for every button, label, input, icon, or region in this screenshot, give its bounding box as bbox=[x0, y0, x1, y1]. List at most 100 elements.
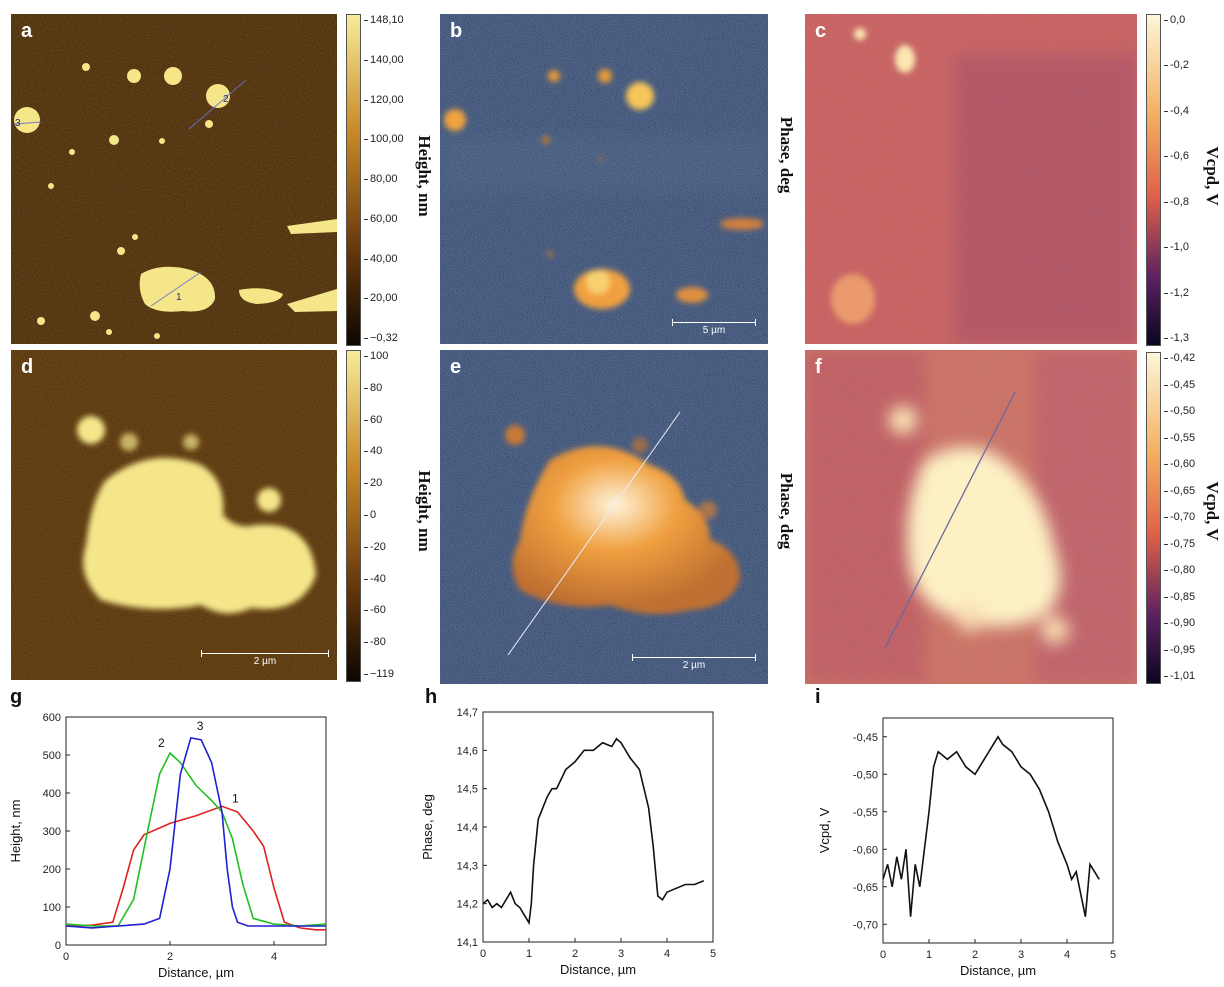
panel-letter-a: a bbox=[21, 20, 33, 42]
series-line-0 bbox=[482, 737, 705, 926]
y-tick-label: 300 bbox=[43, 826, 61, 838]
height-colorbar-bottom bbox=[346, 350, 361, 682]
y-tick-label: 0 bbox=[55, 940, 61, 952]
colorbar-tick-label: -80 bbox=[364, 636, 386, 649]
x-axis-label: Distance, µm bbox=[158, 965, 234, 980]
x-tick-label: 2 bbox=[167, 951, 173, 963]
series-line-3 bbox=[65, 736, 326, 929]
scale-bar-d: 2 µm bbox=[201, 650, 329, 667]
colorbar-tick-label: 20 bbox=[363, 477, 383, 490]
colorbar-tick-label: -0,4 bbox=[1164, 104, 1189, 117]
y-axis-label: Height, nm bbox=[8, 800, 23, 863]
colorbar-tick-label: -0,95 bbox=[1163, 643, 1196, 656]
panel-e-phase-zoom: e 2 µm bbox=[440, 350, 768, 684]
height-colorbar-bottom-ticks: 100 80 60 40 20 0 -20 -40 -60 -80 −119 bbox=[363, 350, 410, 680]
x-tick-label: 0 bbox=[880, 949, 886, 961]
x-tick-label: 1 bbox=[926, 949, 932, 961]
vcpd-zoom-image bbox=[805, 350, 1137, 684]
y-tick-label: 500 bbox=[43, 750, 61, 762]
colorbar-tick-label: -0,85 bbox=[1163, 590, 1196, 603]
scale-bar-e-label: 2 µm bbox=[682, 660, 706, 671]
colorbar-tick-label: 100,00 bbox=[364, 133, 404, 146]
y-tick-label: 14,5 bbox=[457, 784, 478, 796]
y-tick-label: 14,6 bbox=[457, 745, 478, 757]
colorbar-tick-label: -1,01 bbox=[1163, 670, 1196, 682]
colorbar-tick-label: 60 bbox=[363, 413, 383, 426]
vcpd-colorbar-bottom-ticks: -0,42 -0,45 -0,50 -0,55 -0,60 -0,65 -0,70 -0,75… bbox=[1163, 352, 1208, 682]
colorbar-tick-label: 80,00 bbox=[364, 173, 398, 185]
series-label-1: 1 bbox=[232, 791, 239, 805]
colorbar-tick-label: -40 bbox=[364, 572, 386, 585]
x-tick-label: 2 bbox=[572, 948, 578, 960]
y-tick-label: -0,65 bbox=[853, 882, 878, 894]
y-tick-label: -0,55 bbox=[853, 807, 878, 819]
y-tick-label: 200 bbox=[43, 864, 61, 876]
colorbar-tick-label: -0,6 bbox=[1164, 150, 1189, 163]
x-tick-label: 4 bbox=[271, 951, 277, 963]
panel-letter-c: c bbox=[815, 20, 827, 42]
y-tick-label: 600 bbox=[43, 712, 61, 724]
series-line-0 bbox=[882, 735, 1100, 917]
colorbar-tick-label: 40 bbox=[363, 445, 383, 458]
panel-b-phase-map: b 5 µm bbox=[440, 14, 768, 344]
colorbar-tick-label: -1,0 bbox=[1164, 241, 1189, 254]
vcpd-colorbar-top bbox=[1146, 14, 1161, 346]
series-label-2: 2 bbox=[158, 736, 165, 750]
x-tick-label: 0 bbox=[480, 948, 486, 960]
chart-i-vcpd-profile: 0 1 2 3 4 5 -0,45 -0,50 -0,55 -0,60 -0,65 -0,70 Dist… bbox=[817, 717, 1116, 978]
height-map-image: 1 2 3 bbox=[11, 14, 337, 344]
profile-line-label-2: 2 bbox=[223, 94, 229, 105]
x-tick-label: 4 bbox=[664, 948, 670, 960]
colorbar-tick-label: 0,0 bbox=[1163, 14, 1186, 26]
y-tick-label: 14,2 bbox=[457, 899, 478, 911]
phase-zoom-image bbox=[440, 350, 768, 684]
x-tick-label: 4 bbox=[1064, 949, 1070, 961]
colorbar-tick-label: -0,90 bbox=[1163, 617, 1196, 629]
scale-bar-e: 2 µm bbox=[632, 654, 756, 671]
panel-d-height-zoom: d 2 µm bbox=[11, 350, 337, 680]
y-tick-label: 100 bbox=[43, 902, 61, 914]
panel-letter-d: d bbox=[21, 356, 34, 378]
colorbar-tick-label: -1,2 bbox=[1164, 286, 1189, 299]
x-tick-label: 2 bbox=[972, 949, 978, 961]
y-tick-label: 14,7 bbox=[457, 707, 478, 719]
panel-a-height-map: 1 2 3 a bbox=[11, 14, 337, 344]
x-tick-label: 0 bbox=[63, 951, 69, 963]
colorbar-tick-label: -0,60 bbox=[1163, 458, 1196, 470]
panel-letter-f: f bbox=[815, 356, 822, 378]
panel-letter-h: h bbox=[425, 686, 438, 708]
x-axis-label: Distance, µm bbox=[560, 962, 636, 977]
x-tick-label: 5 bbox=[1110, 949, 1116, 961]
y-tick-label: 14,1 bbox=[457, 937, 478, 949]
colorbar-tick-label: 60,00 bbox=[364, 212, 398, 225]
colorbar-tick-label: -0,65 bbox=[1163, 484, 1196, 497]
colorbar-tick-label: -0,80 bbox=[1163, 564, 1196, 576]
chart-h-phase-profile: 0 1 2 3 4 5 14,1 14,2 14,3 14,4 14,5 14,6 14,7 Distan… bbox=[420, 707, 716, 977]
colorbar-tick-label: -0,45 bbox=[1163, 378, 1196, 391]
y-tick-label: -0,50 bbox=[853, 769, 878, 781]
colorbar-tick-label: -1,3 bbox=[1164, 332, 1189, 344]
colorbar-tick-label: 80 bbox=[363, 381, 383, 394]
x-tick-label: 5 bbox=[710, 948, 716, 960]
series-line-2 bbox=[65, 751, 327, 927]
colorbar-tick-label: 100 bbox=[363, 350, 389, 362]
colorbar-tick-label: -0,75 bbox=[1163, 537, 1196, 550]
x-axis-label: Distance, µm bbox=[960, 963, 1036, 978]
y-tick-label: -0,45 bbox=[853, 732, 878, 744]
colorbar-tick-label: 40,00 bbox=[364, 252, 398, 265]
y-tick-label: 14,3 bbox=[457, 860, 478, 872]
y-tick-label: 400 bbox=[43, 788, 61, 800]
y-tick-label: -0,60 bbox=[853, 844, 878, 856]
y-axis-label: Phase, deg bbox=[420, 794, 435, 860]
height-colorbar-bottom-title: Height, nm bbox=[415, 470, 434, 552]
colorbar-tick-label: -0,42 bbox=[1163, 352, 1196, 364]
series-label-3: 3 bbox=[197, 719, 204, 733]
panel-letter-i: i bbox=[815, 686, 821, 708]
colorbar-tick-label: 20,00 bbox=[364, 292, 398, 305]
height-zoom-image bbox=[11, 350, 337, 680]
colorbar-tick-label: -0,70 bbox=[1163, 511, 1196, 523]
vcpd-map-image bbox=[805, 14, 1137, 344]
colorbar-tick-label: −119 bbox=[364, 668, 394, 680]
scale-bar-b: 5 µm bbox=[672, 319, 756, 336]
profile-line-label-1: 1 bbox=[176, 292, 182, 303]
